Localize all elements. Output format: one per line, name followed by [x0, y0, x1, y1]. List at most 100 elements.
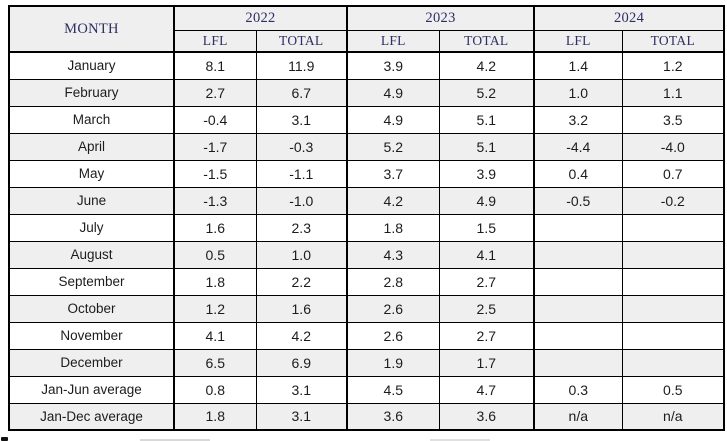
value-cell: 1.2 — [621, 51, 725, 80]
value-cell: -4.4 — [533, 132, 623, 161]
month-cell: Jan-Jun average — [8, 375, 175, 404]
value-cell: 5.1 — [438, 132, 535, 161]
col-header-2022-lfl: LFL — [173, 29, 257, 53]
value-cell: 3.6 — [438, 402, 535, 431]
value-cell: 0.3 — [533, 375, 623, 404]
value-cell: 5.2 — [438, 78, 535, 107]
value-cell: 1.8 — [173, 402, 257, 431]
year-header-2022: 2022 — [172, 5, 348, 31]
value-cell: 6.7 — [255, 78, 348, 107]
month-cell: October — [8, 294, 175, 323]
table-row: February 2.7 6.7 4.9 5.2 1.0 1.1 — [8, 78, 725, 107]
value-cell: 3.7 — [346, 159, 440, 188]
value-cell: -1.5 — [173, 159, 257, 188]
table-row: January 8.1 11.9 3.9 4.2 1.4 1.2 — [8, 51, 725, 80]
value-cell: 1.0 — [255, 240, 348, 269]
value-cell: 1.4 — [533, 51, 623, 80]
value-cell: 0.7 — [621, 159, 725, 188]
value-cell — [533, 294, 623, 323]
value-cell — [621, 321, 725, 350]
value-cell: 4.2 — [346, 186, 440, 215]
value-cell: -0.5 — [533, 186, 623, 215]
month-cell: June — [8, 186, 175, 215]
value-cell: 4.5 — [346, 375, 440, 404]
table-row: March -0.4 3.1 4.9 5.1 3.2 3.5 — [8, 105, 725, 134]
table-row: June -1.3 -1.0 4.2 4.9 -0.5 -0.2 — [8, 186, 725, 215]
value-cell: 2.7 — [173, 78, 257, 107]
value-cell: 4.7 — [438, 375, 535, 404]
value-cell: 4.2 — [255, 321, 348, 350]
table-row: May -1.5 -1.1 3.7 3.9 0.4 0.7 — [8, 159, 725, 188]
value-cell — [533, 348, 623, 377]
month-cell: April — [8, 132, 175, 161]
value-cell: 0.5 — [621, 375, 725, 404]
col-header-2023-lfl: LFL — [346, 29, 440, 53]
table-row: July 1.6 2.3 1.8 1.5 — [8, 213, 725, 242]
col-header-2022-total: TOTAL — [255, 29, 348, 53]
value-cell: 3.2 — [533, 105, 623, 134]
value-cell: 1.5 — [438, 213, 535, 242]
value-cell: -4.0 — [621, 132, 725, 161]
year-header-2024: 2024 — [533, 5, 725, 31]
table-row: September 1.8 2.2 2.8 2.7 — [8, 267, 725, 296]
year-header-2023: 2023 — [346, 5, 535, 31]
month-cell: July — [8, 213, 175, 242]
cutoff-text-fragment — [1, 437, 8, 441]
table-body: January 8.1 11.9 3.9 4.2 1.4 1.2 February 2.7 6.7… — [8, 51, 725, 431]
year-header-row: MONTH 2022 2023 2024 — [8, 5, 725, 53]
value-cell: 4.1 — [173, 321, 257, 350]
value-cell — [621, 213, 725, 242]
value-cell: 2.5 — [438, 294, 535, 323]
value-cell: 4.2 — [438, 51, 535, 80]
month-cell: February — [8, 78, 175, 107]
value-cell: 1.1 — [621, 78, 725, 107]
value-cell: 5.2 — [346, 132, 440, 161]
value-cell: 2.6 — [346, 321, 440, 350]
month-cell: September — [8, 267, 175, 296]
value-cell: 1.8 — [173, 267, 257, 296]
value-cell: 1.9 — [346, 348, 440, 377]
value-cell: 1.6 — [255, 294, 348, 323]
subheader-row: LFL TOTAL LFL TOTAL LFL TOTAL — [9, 29, 725, 53]
month-cell: November — [8, 321, 175, 350]
month-cell: December — [8, 348, 175, 377]
value-cell: 0.5 — [173, 240, 257, 269]
month-column-header: MONTH — [8, 5, 175, 53]
value-cell: 3.1 — [255, 402, 348, 431]
col-header-2024-total: TOTAL — [621, 29, 725, 53]
table-row: August 0.5 1.0 4.3 4.1 — [8, 240, 725, 269]
table-row: Jan-Dec average 1.8 3.1 3.6 3.6 n/a n/a — [8, 402, 725, 431]
table-row: November 4.1 4.2 2.6 2.7 — [8, 321, 725, 350]
value-cell — [533, 267, 623, 296]
value-cell: 4.3 — [346, 240, 440, 269]
value-cell: 0.4 — [533, 159, 623, 188]
value-cell: -1.0 — [255, 186, 348, 215]
col-header-2024-lfl: LFL — [533, 29, 623, 53]
table-row: October 1.2 1.6 2.6 2.5 — [8, 294, 725, 323]
value-cell: 2.7 — [438, 321, 535, 350]
value-cell: 2.6 — [346, 294, 440, 323]
value-cell: 2.3 — [255, 213, 348, 242]
cutoff-text-fragment — [430, 439, 490, 441]
value-cell: 6.5 — [173, 348, 257, 377]
month-cell: Jan-Dec average — [8, 402, 175, 431]
month-cell: August — [8, 240, 175, 269]
value-cell: 1.6 — [173, 213, 257, 242]
value-cell: 1.0 — [533, 78, 623, 107]
value-cell — [533, 240, 623, 269]
value-cell: 0.8 — [173, 375, 257, 404]
cutoff-text-fragment — [140, 439, 210, 441]
value-cell — [533, 321, 623, 350]
table-row: December 6.5 6.9 1.9 1.7 — [8, 348, 725, 377]
month-cell: January — [8, 51, 175, 80]
value-cell: 8.1 — [173, 51, 257, 80]
value-cell: -1.7 — [173, 132, 257, 161]
value-cell: 3.5 — [621, 105, 725, 134]
value-cell: 3.6 — [346, 402, 440, 431]
value-cell: -0.3 — [255, 132, 348, 161]
value-cell: -0.2 — [621, 186, 725, 215]
value-cell — [621, 240, 725, 269]
table-row: Jan-Jun average 0.8 3.1 4.5 4.7 0.3 0.5 — [8, 375, 725, 404]
month-cell: May — [8, 159, 175, 188]
value-cell: -1.1 — [255, 159, 348, 188]
